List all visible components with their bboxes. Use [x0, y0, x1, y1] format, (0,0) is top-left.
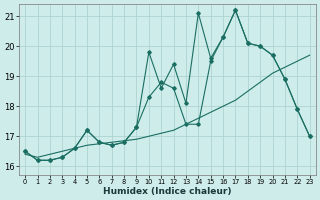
X-axis label: Humidex (Indice chaleur): Humidex (Indice chaleur): [103, 187, 232, 196]
